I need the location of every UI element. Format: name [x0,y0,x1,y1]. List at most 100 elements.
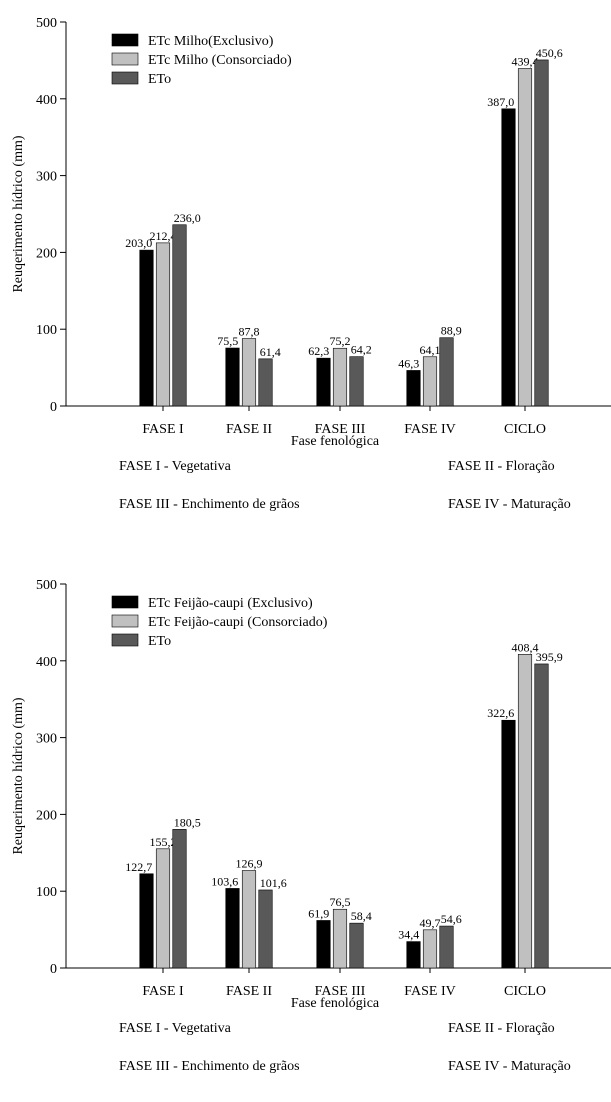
x-axis-title: Fase fenológica [291,434,380,449]
bar-value-label: 180,5 [174,815,201,829]
bar [349,356,364,407]
bar-value-label: 64,2 [351,343,372,357]
phase-note: FASE II - Floração [448,459,555,474]
bar-value-label: 34,4 [398,928,419,942]
bar-value-label: 203,0 [125,236,152,250]
bar [172,224,187,407]
y-tick-label: 100 [36,885,57,900]
x-tick-label: CICLO [504,422,546,437]
y-axis-title: Reuqerimento hídrico (mm) [11,697,26,854]
y-tick-label: 200 [36,246,57,261]
bar-value-label: 54,6 [441,912,462,926]
bar-value-label: 395,9 [536,650,563,664]
bar-value-label: 58,4 [351,909,372,923]
bar-value-label: 64,1 [420,343,441,357]
bar [241,338,257,407]
bar-value-label: 387,0 [487,95,514,109]
bar [501,719,516,969]
bar-value-label: 49,7 [420,916,441,930]
bar [258,358,273,407]
y-tick-label: 500 [36,16,57,31]
bar-value-label: 126,9 [236,857,263,871]
y-tick-label: 400 [36,93,57,108]
legend: ETc Feijão-caupi (Exclusivo) ETc Feijão-c… [111,595,328,649]
y-tick-label: 100 [36,323,57,338]
phase-note: FASE I - Vegetativa [119,459,232,474]
legend-label: ETc Feijão-caupi (Exclusivo) [148,596,313,611]
phase-note: FASE I - Vegetativa [119,1021,232,1036]
y-tick-label: 300 [36,170,57,185]
x-tick-label: FASE IV [404,422,455,437]
x-tick-label: FASE III [315,422,366,437]
x-tick-label: FASE I [142,422,184,437]
legend-swatch [111,71,139,85]
bar-value-label: 76,5 [330,895,351,909]
bar-value-label: 46,3 [398,356,419,370]
bar-value-label: 322,6 [487,706,514,720]
bar [517,654,533,969]
bar-value-label: 122,7 [125,860,152,874]
bar [422,356,438,407]
legend-label: ETc Milho(Exclusivo) [148,34,274,49]
legend-swatch [111,52,139,66]
legend-label: ETo [148,72,171,87]
bar [155,242,171,407]
x-tick-label: FASE IV [404,984,455,999]
phase-note: FASE IV - Maturação [448,497,571,512]
y-tick-label: 200 [36,808,57,823]
bar [241,870,257,969]
phase-note: FASE II - Floração [448,1021,555,1036]
bar [332,908,348,969]
y-tick-label: 0 [50,962,57,977]
legend-swatch [111,633,139,647]
phase-note: FASE IV - Maturação [448,1059,571,1074]
bar [534,59,549,407]
phase-note: FASE III - Enchimento de grãos [119,497,300,512]
bar-value-label: 62,3 [308,344,329,358]
bar [139,249,154,407]
bar-value-label: 87,8 [239,325,260,339]
bar [349,922,364,969]
bar-value-label: 101,6 [260,876,287,890]
bar [422,929,438,969]
bar [332,347,348,407]
y-tick-label: 300 [36,732,57,747]
x-tick-label: FASE III [315,984,366,999]
y-axis-title: Reuqerimento hídrico (mm) [11,135,26,292]
bar-value-label: 61,9 [308,906,329,920]
bar [439,925,454,969]
x-axis-title: Fase fenológica [291,996,380,1011]
chart-panel-1: 0 100 200 300 400 500 Reuqerimento hídrico (mm… [11,16,611,512]
legend-swatch [111,595,139,609]
bar [139,873,154,969]
x-tick-label: FASE II [226,984,272,999]
x-tick-label: FASE I [142,984,184,999]
y-tick-label: 500 [36,578,57,593]
bar [501,108,516,407]
bar-value-label: 88,9 [441,324,462,338]
legend-swatch [111,614,139,628]
bar [316,357,331,407]
bar-value-label: 450,6 [536,46,563,60]
x-tick-label: CICLO [504,984,546,999]
bar-value-label: 103,6 [211,874,238,888]
bar [172,829,187,969]
bar [406,941,421,969]
bar [534,663,549,969]
bar-value-label: 155,2 [150,835,177,849]
bar-value-label: 236,0 [174,211,201,225]
bar-value-label: 75,2 [330,334,351,348]
bar-value-label: 61,4 [260,345,281,359]
bar [225,347,240,407]
chart-panel-2: 0 100 200 300 400 500 Reuqerimento hídrico (mm… [11,578,611,1074]
bar [225,888,240,969]
y-tick-label: 400 [36,655,57,670]
y-tick-label: 0 [50,400,57,415]
bar [258,889,273,969]
bar-value-label: 439,4 [512,55,539,69]
bar [316,920,331,969]
legend: ETc Milho(Exclusivo) ETc Milho (Consorcia… [111,33,292,87]
bar [517,68,533,407]
phase-note: FASE III - Enchimento de grãos [119,1059,300,1074]
